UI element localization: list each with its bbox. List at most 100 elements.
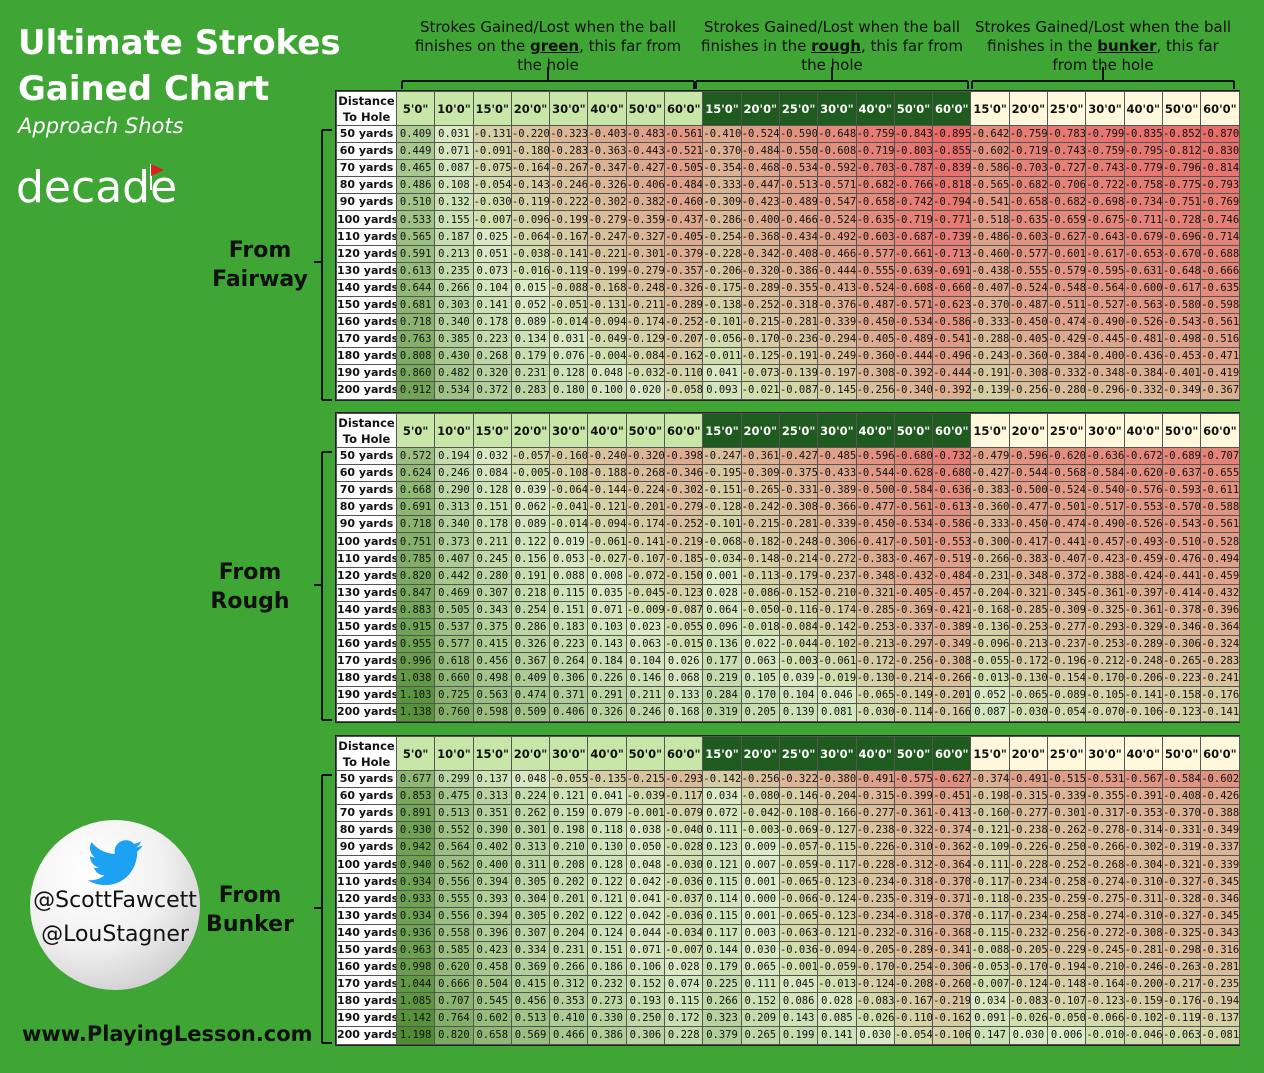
value-cell: -0.243 xyxy=(970,347,1010,366)
value-cell: -0.548 xyxy=(1047,278,1087,297)
value-cell: -0.321 xyxy=(855,583,895,602)
value-cell: -0.635 xyxy=(1200,278,1240,297)
value-cell: 0.144 xyxy=(702,940,742,960)
value-cell: -0.711 xyxy=(1123,210,1163,229)
value-cell: 0.064 xyxy=(702,600,742,619)
row-label: 170 yards xyxy=(336,330,397,349)
value-cell: 0.208 xyxy=(549,855,589,874)
value-cell: -0.119 xyxy=(510,193,551,212)
value-cell: -0.224 xyxy=(625,481,666,500)
value-cell: -0.471 xyxy=(1200,347,1240,366)
value-cell: -0.564 xyxy=(1085,278,1125,297)
value-cell: -0.083 xyxy=(855,992,895,1011)
value-cell: -0.036 xyxy=(664,906,704,925)
value-cell: 0.028 xyxy=(702,583,742,602)
value-cell: -0.370 xyxy=(970,295,1010,315)
table-row: 140 yards 0.936 0.558 0.396 0.307 0.204 0.124 0… xyxy=(336,923,1240,942)
value-cell: -0.424 xyxy=(1123,566,1163,585)
column-header: 50'0" xyxy=(1161,91,1202,126)
value-cell: 0.143 xyxy=(587,635,627,654)
table-row: 80 yards 0.486 0.108 -0.054 -0.143 -0.246 -0.3… xyxy=(336,176,1240,195)
value-cell: -0.121 xyxy=(817,923,857,942)
value-cell: -0.066 xyxy=(1085,1009,1125,1028)
column-header: 60'0" xyxy=(932,413,972,448)
value-cell: -0.855 xyxy=(932,142,972,161)
value-cell: -0.146 xyxy=(778,787,819,806)
column-header: 25'0" xyxy=(1047,91,1087,126)
value-cell: -0.400 xyxy=(740,210,780,229)
value-cell: -0.519 xyxy=(932,549,972,568)
value-cell: -0.459 xyxy=(1200,566,1240,585)
value-cell: 0.449 xyxy=(395,142,436,161)
value-cell: -0.215 xyxy=(740,515,780,534)
value-cell: -0.075 xyxy=(472,159,512,178)
value-cell: -0.142 xyxy=(817,617,857,637)
value-cell: -0.021 xyxy=(740,381,780,400)
value-cell: -0.521 xyxy=(664,142,704,161)
value-cell: 0.312 xyxy=(549,975,589,994)
table-row: 90 yards 0.510 0.132 -0.030 -0.119 -0.222 -0.3… xyxy=(336,193,1240,212)
value-cell: -0.812 xyxy=(1161,142,1202,161)
value-cell: -0.170 xyxy=(1008,958,1049,977)
value-cell: -0.124 xyxy=(855,975,895,994)
column-header: 40'0" xyxy=(587,736,627,771)
value-cell: -0.835 xyxy=(1123,124,1163,144)
value-cell: 0.534 xyxy=(434,381,474,400)
value-cell: 0.955 xyxy=(395,635,436,654)
value-cell: -0.166 xyxy=(932,703,972,722)
value-cell: 0.283 xyxy=(510,381,551,400)
value-cell: -0.208 xyxy=(893,975,934,994)
value-cell: -0.141 xyxy=(549,244,589,263)
column-header: 20'0" xyxy=(510,413,551,448)
value-cell: 0.051 xyxy=(472,244,512,263)
column-header: 25'0" xyxy=(778,736,819,771)
value-cell: 0.105 xyxy=(740,669,780,688)
value-cell: -0.281 xyxy=(1200,958,1240,977)
value-cell: -0.124 xyxy=(817,889,857,908)
value-cell: -0.660 xyxy=(932,278,972,297)
value-cell: -0.204 xyxy=(970,583,1010,602)
strokes-gained-table: Distance To Hole 5'0" 10'0" 15'0" 20'0" 30'0" 4… xyxy=(336,736,1240,1045)
value-cell: -0.166 xyxy=(817,804,857,823)
value-cell: -0.198 xyxy=(970,787,1010,806)
value-cell: -0.396 xyxy=(1200,600,1240,619)
value-cell: 0.658 xyxy=(472,1026,512,1045)
value-cell: -0.620 xyxy=(1047,446,1087,466)
value-cell: 0.691 xyxy=(395,498,436,517)
value-cell: -0.391 xyxy=(1123,787,1163,806)
value-cell: 0.235 xyxy=(434,261,474,280)
column-header: 15'0" xyxy=(970,413,1010,448)
value-cell: -0.324 xyxy=(1200,635,1240,654)
value-cell: 0.552 xyxy=(434,821,474,840)
value-cell: -0.083 xyxy=(1008,992,1049,1011)
header-note-keyword: green xyxy=(529,37,580,55)
value-cell: -0.019 xyxy=(817,669,857,688)
value-cell: -0.110 xyxy=(664,364,704,383)
value-cell: -0.799 xyxy=(1085,124,1125,144)
value-cell: 1.085 xyxy=(395,992,436,1011)
value-cell: -0.443 xyxy=(625,142,666,161)
value-cell: -0.577 xyxy=(855,244,895,263)
table-row: 110 yards 0.785 0.407 0.245 0.156 0.053 -0.027… xyxy=(336,549,1240,568)
value-cell: -0.281 xyxy=(778,515,819,534)
value-cell: -0.383 xyxy=(855,549,895,568)
value-cell: -0.211 xyxy=(625,295,666,315)
value-cell: 0.562 xyxy=(434,855,474,874)
row-label: 80 yards xyxy=(336,821,397,840)
value-cell: -0.084 xyxy=(625,347,666,366)
value-cell: 0.486 xyxy=(395,176,436,195)
value-cell: -0.197 xyxy=(817,364,857,383)
value-cell: 0.569 xyxy=(510,1026,551,1045)
column-header: 15'0" xyxy=(472,413,512,448)
table-row: 120 yards 0.591 0.213 0.051 -0.038 -0.141 -0.2… xyxy=(336,244,1240,263)
table-row: 100 yards 0.751 0.373 0.211 0.122 0.019 -0.061… xyxy=(336,532,1240,551)
value-cell: 0.141 xyxy=(472,295,512,315)
value-cell: -0.205 xyxy=(1008,940,1049,960)
value-cell: -0.719 xyxy=(1008,142,1049,161)
table-row: 90 yards 0.942 0.564 0.402 0.313 0.210 0.130 0.… xyxy=(336,838,1240,857)
value-cell: -0.248 xyxy=(1123,652,1163,671)
value-cell: -0.743 xyxy=(1047,142,1087,161)
value-cell: -0.325 xyxy=(1161,923,1202,942)
value-cell: -0.405 xyxy=(893,583,934,602)
value-cell: -0.666 xyxy=(1200,261,1240,280)
